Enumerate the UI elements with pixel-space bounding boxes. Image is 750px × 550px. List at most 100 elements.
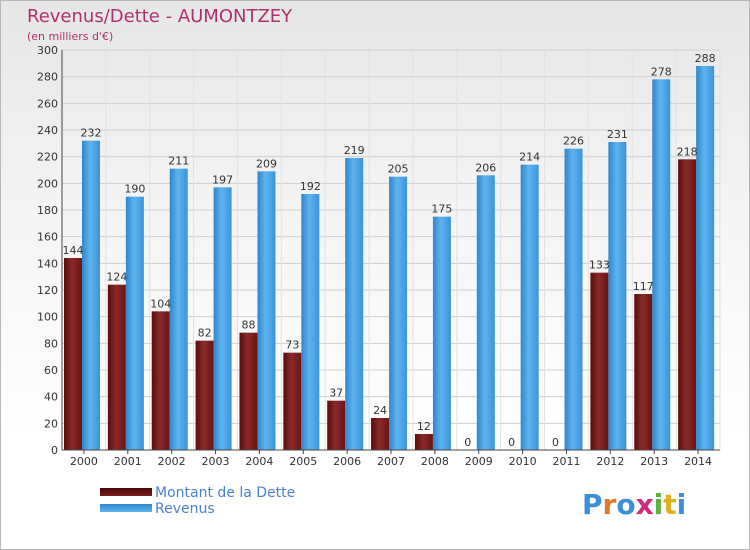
logo-letter: i — [676, 488, 687, 521]
y-tick-label: 120 — [37, 284, 58, 297]
x-tick-label: 2009 — [465, 455, 493, 468]
data-label-revenus: 190 — [124, 183, 145, 196]
data-label-dette: 144 — [63, 244, 84, 257]
data-label-revenus: 209 — [256, 157, 277, 170]
data-label-dette: 12 — [417, 420, 431, 433]
bar-revenus — [696, 66, 715, 450]
y-tick-label: 160 — [37, 231, 58, 244]
logo-letter: x — [635, 488, 654, 521]
proxiti-logo: Proxiti — [582, 488, 686, 521]
data-label-revenus: 288 — [695, 52, 716, 65]
bar-revenus — [301, 194, 320, 450]
x-tick-label: 2002 — [158, 455, 186, 468]
bar-revenus — [213, 187, 232, 451]
bar-revenus — [82, 140, 100, 450]
y-tick-label: 300 — [37, 44, 58, 57]
x-tick-label: 2011 — [552, 455, 580, 468]
bar-dette — [283, 352, 302, 450]
y-tick-label: 260 — [37, 97, 58, 110]
bar-dette — [64, 258, 82, 450]
data-label-revenus: 206 — [475, 161, 496, 174]
data-label-revenus: 175 — [431, 203, 452, 216]
bar-revenus — [169, 168, 188, 450]
data-label-revenus: 278 — [651, 65, 672, 78]
x-tick-label: 2005 — [289, 455, 317, 468]
data-label-dette: 104 — [150, 297, 171, 310]
y-tick-label: 140 — [37, 257, 58, 270]
bar-dette — [195, 340, 214, 450]
x-tick-label: 2010 — [509, 455, 537, 468]
x-tick-label: 2012 — [596, 455, 624, 468]
bar-dette — [239, 332, 258, 450]
data-label-dette: 0 — [464, 436, 471, 449]
bar-dette — [151, 311, 170, 450]
x-tick-label: 2008 — [421, 455, 449, 468]
bar-dette — [590, 272, 609, 450]
bar-revenus — [432, 216, 451, 450]
bar-revenus — [389, 176, 408, 450]
x-tick-label: 2014 — [684, 455, 712, 468]
chart-subtitle: (en milliers d'€) — [27, 30, 114, 43]
y-tick-label: 100 — [37, 311, 58, 324]
logo-letter: o — [616, 488, 636, 521]
logo-letter: i — [653, 488, 664, 521]
data-label-dette: 218 — [677, 145, 698, 158]
data-label-revenus: 211 — [168, 155, 189, 168]
y-tick-label: 240 — [37, 124, 58, 137]
bar-revenus — [345, 158, 364, 450]
y-tick-label: 40 — [44, 391, 58, 404]
y-tick-label: 0 — [51, 444, 58, 457]
data-label-dette: 24 — [373, 404, 387, 417]
data-label-dette: 0 — [508, 436, 515, 449]
y-tick-label: 20 — [44, 417, 58, 430]
data-label-dette: 73 — [285, 339, 299, 352]
data-label-revenus: 232 — [81, 127, 102, 140]
data-label-revenus: 197 — [212, 173, 233, 186]
y-tick-label: 220 — [37, 151, 58, 164]
bar-dette — [634, 294, 653, 450]
x-tick-label: 2013 — [640, 455, 668, 468]
data-label-dette: 82 — [198, 327, 212, 340]
data-label-revenus: 219 — [344, 144, 365, 157]
data-label-dette: 133 — [589, 259, 610, 272]
data-label-revenus: 226 — [563, 135, 584, 148]
data-label-revenus: 214 — [519, 151, 540, 164]
bar-dette — [371, 418, 390, 450]
legend-label-dette: Montant de la Dette — [155, 485, 296, 501]
chart-title: Revenus/Dette - AUMONTZEY — [27, 6, 293, 27]
data-label-dette: 124 — [106, 271, 127, 284]
y-tick-label: 280 — [37, 71, 58, 84]
x-tick-label: 2003 — [202, 455, 230, 468]
x-tick-label: 2004 — [245, 455, 273, 468]
x-tick-label: 2000 — [70, 455, 98, 468]
data-label-dette: 0 — [552, 436, 559, 449]
x-tick-label: 2001 — [114, 455, 142, 468]
x-tick-label: 2006 — [333, 455, 361, 468]
logo-letter: r — [602, 488, 617, 521]
bar-revenus — [608, 142, 627, 450]
bar-revenus — [652, 79, 671, 450]
bar-revenus — [257, 171, 276, 451]
x-tick-label: 2007 — [377, 455, 405, 468]
bar-dette — [327, 400, 346, 450]
bar-dette — [107, 284, 126, 450]
data-label-dette: 117 — [633, 280, 654, 293]
legend-swatch-dette — [100, 488, 152, 496]
bar-dette — [414, 434, 433, 450]
bar-revenus — [564, 148, 583, 450]
data-label-dette: 88 — [241, 319, 255, 332]
logo-letter: P — [582, 488, 603, 521]
legend-swatch-revenus — [100, 504, 152, 512]
y-tick-label: 180 — [37, 204, 58, 217]
y-tick-label: 60 — [44, 364, 58, 377]
data-label-revenus: 205 — [388, 163, 409, 176]
y-tick-label: 80 — [44, 337, 58, 350]
y-tick-label: 200 — [37, 177, 58, 190]
legend-label-revenus: Revenus — [155, 501, 215, 517]
data-label-revenus: 192 — [300, 180, 321, 193]
data-label-revenus: 231 — [607, 128, 628, 141]
logo-letter: t — [663, 488, 677, 521]
bar-dette — [678, 159, 697, 451]
bar-revenus — [520, 164, 539, 450]
